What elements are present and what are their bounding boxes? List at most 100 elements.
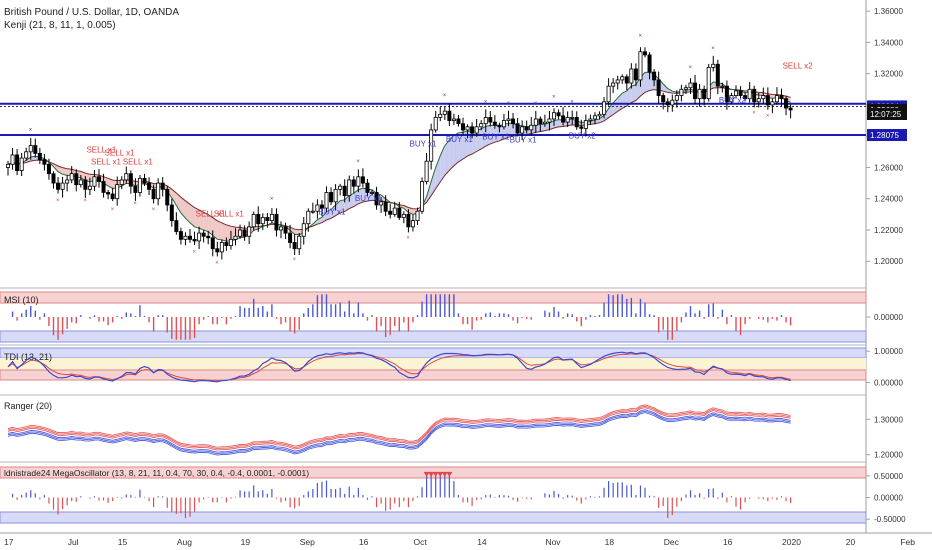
candle-body: [42, 159, 47, 165]
candle-body: [697, 88, 702, 100]
time-axis[interactable]: 17 Jul 15 Aug 19 Sep 16 Oct 14 Nov 18 Dec 16 2020 20 Fe…: [4, 537, 915, 547]
ma-cloud-segment: [381, 195, 386, 202]
candle-body: [652, 71, 657, 81]
candle-body: [656, 79, 661, 96]
candle-body: [160, 182, 165, 190]
candle-body: [65, 179, 70, 184]
sub-axis-tick-label: 0.00000: [874, 313, 903, 322]
candle-body: [251, 213, 256, 228]
tdi-signal-line: [7, 352, 791, 382]
candle-body: [756, 98, 761, 103]
price-tick-label: 1.34000: [874, 38, 903, 47]
ma-cloud-segment: [540, 123, 545, 132]
ma-cloud-segment: [463, 130, 468, 160]
candle-body: [770, 101, 775, 106]
candle-body: [269, 213, 274, 221]
candle-body: [538, 118, 543, 125]
candle-body: [460, 123, 465, 131]
candle-body: [552, 112, 557, 120]
chart-title: British Pound / U.S. Dollar, 1D, OANDA: [4, 7, 179, 18]
candle-body: [633, 68, 638, 81]
candle-body: [442, 110, 447, 115]
candle-body: [338, 185, 343, 190]
candle-body: [238, 229, 243, 237]
ranger-lower-line: [7, 412, 791, 456]
candle-body: [788, 107, 793, 111]
sub-axis-tick-label: 0.50000: [874, 472, 903, 481]
time-axis-label: Sep: [300, 537, 315, 547]
swing-high-marker: ×: [638, 34, 642, 40]
sell-signal-label: SELL x1: [91, 157, 121, 166]
time-axis-label: 16: [723, 537, 733, 547]
indicator-label: Kenji (21, 8, 11, 1, 0.005): [4, 20, 116, 31]
candle-body: [592, 115, 597, 120]
time-axis-label: 17: [4, 537, 14, 547]
candle-body: [479, 123, 484, 128]
candle-body: [688, 82, 693, 89]
candle-body: [242, 229, 247, 237]
swing-high-marker: ×: [570, 99, 574, 105]
candle-body: [187, 235, 192, 240]
candle-body: [447, 110, 452, 121]
candle-body: [292, 242, 297, 250]
candle-body: [670, 99, 675, 106]
swing-low-marker: ×: [193, 249, 197, 255]
ranger-pane[interactable]: Ranger (20): [4, 401, 791, 456]
sell-signal-label: SELL x1: [86, 146, 116, 155]
candle-body: [752, 88, 757, 103]
buy-signal-label: BUY x1: [410, 139, 438, 148]
mega-oscillator-pane[interactable]: ldnistrade24 MegaOscillator (13, 8, 21, …: [0, 466, 867, 524]
candle-body: [729, 95, 734, 103]
ma-cloud-segment: [85, 173, 90, 182]
candle-body: [233, 235, 238, 240]
ma-cloud-segment: [431, 167, 436, 196]
candle-body: [206, 235, 211, 239]
candle-body: [165, 188, 170, 206]
candle-body: [347, 179, 352, 196]
candle-body: [10, 154, 15, 165]
msi-lower-band: [0, 330, 867, 343]
ma-cloud-segment: [180, 197, 186, 219]
buy-signal-label: BUY x1: [446, 135, 474, 144]
candle-body: [474, 126, 479, 134]
msi-pane[interactable]: MSI (10): [0, 291, 867, 343]
candle-body: [315, 204, 320, 212]
candle-body: [215, 248, 220, 253]
ma-cloud-segment: [435, 155, 441, 189]
candle-body: [324, 192, 329, 209]
overbought-triangle: [428, 471, 435, 477]
ma-cloud-segment: [331, 205, 336, 219]
candle-body: [738, 90, 743, 96]
ma-cloud-segment: [645, 72, 650, 93]
candle-body: [156, 182, 161, 200]
candle-body: [106, 192, 111, 195]
candle-body: [415, 210, 420, 221]
candle-body: [178, 231, 183, 240]
ma-cloud-segment: [358, 188, 363, 204]
tdi-label: TDI (13, 21): [4, 352, 52, 362]
swing-low-marker: ×: [215, 260, 219, 266]
candle-body: [774, 95, 779, 103]
swing-high-marker: ×: [534, 101, 538, 107]
swing-high-marker: ×: [552, 95, 556, 101]
ma-cloud-segment: [194, 207, 200, 229]
swing-low-marker: ×: [111, 207, 115, 213]
candle-body: [647, 54, 652, 73]
candle-body: [570, 117, 575, 119]
candle-body: [83, 179, 88, 190]
price-tick-label: 1.22000: [874, 226, 903, 235]
overbought-triangle: [437, 471, 444, 477]
tdi-mid-band: [0, 358, 866, 370]
overbought-triangle: [423, 471, 430, 477]
tdi-pane[interactable]: TDI (13, 21): [0, 347, 867, 383]
time-axis-label: Feb: [900, 537, 915, 547]
sub-axis-tick-label: 0.00000: [874, 379, 903, 388]
candle-body: [456, 118, 461, 125]
candle-body: [665, 101, 670, 106]
candle-body: [33, 145, 38, 154]
ranger-upper-line: [7, 405, 791, 450]
candle-body: [583, 120, 588, 129]
candle-body: [492, 121, 497, 126]
